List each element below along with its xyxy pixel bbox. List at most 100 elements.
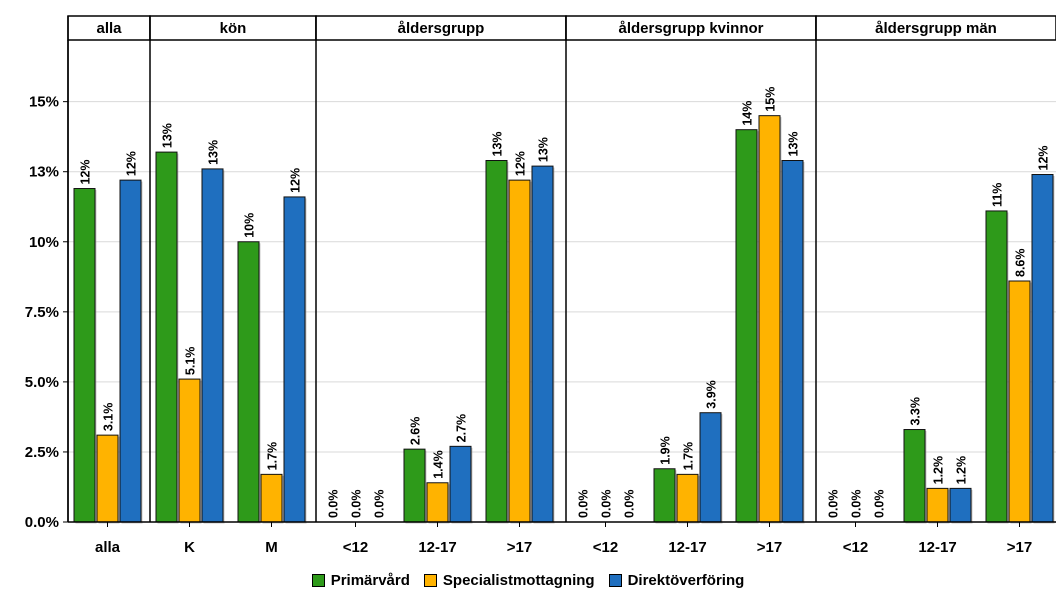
data-label: 10% <box>243 213 257 238</box>
bar <box>155 151 178 523</box>
data-label: 0.0% <box>623 490 637 519</box>
y-tick-label: 15% <box>29 94 59 111</box>
data-label: 0.0% <box>827 490 841 519</box>
data-label: 13% <box>537 137 551 162</box>
data-label: 12% <box>514 151 528 176</box>
panel-title: alla <box>96 20 122 37</box>
bar <box>96 434 119 523</box>
bar <box>758 115 781 523</box>
data-label: 1.2% <box>932 456 946 485</box>
data-label: 0.0% <box>600 490 614 519</box>
data-label: 0.0% <box>373 490 387 519</box>
x-tick-label: <12 <box>843 539 868 556</box>
legend: Primärvård Specialistmottagning Direktöver… <box>0 571 1056 590</box>
bar <box>283 196 306 523</box>
legend-swatch <box>423 574 437 587</box>
data-label: 1.9% <box>659 436 673 465</box>
data-label: 12% <box>125 151 139 176</box>
x-tick-label: <12 <box>593 539 618 556</box>
bar <box>949 487 972 523</box>
legend-item: Primärvård <box>311 571 410 590</box>
x-tick-label: >17 <box>757 539 782 556</box>
y-tick-label: 0.0% <box>25 514 59 531</box>
data-label: 13% <box>161 123 175 148</box>
bar <box>485 160 508 523</box>
data-label: 13% <box>787 131 801 156</box>
x-tick-label: >17 <box>1007 539 1032 556</box>
data-label: 15% <box>764 87 778 112</box>
bar <box>676 473 699 523</box>
data-label: 0.0% <box>350 490 364 519</box>
bar <box>926 487 949 523</box>
x-tick-label: >17 <box>507 539 532 556</box>
bar <box>73 188 96 523</box>
bar <box>735 129 758 523</box>
y-tick-label: 5.0% <box>25 374 59 391</box>
data-label: 11% <box>991 183 1005 207</box>
data-label: 1.2% <box>955 456 969 485</box>
data-label: 13% <box>491 131 505 156</box>
x-tick-label: 12-17 <box>918 539 956 556</box>
x-tick-label: 12-17 <box>418 539 456 556</box>
bar <box>903 429 926 523</box>
bar <box>985 210 1008 523</box>
legend-label: Direktöverföring <box>627 572 745 589</box>
bar <box>699 412 722 523</box>
legend-swatch <box>608 574 622 587</box>
bar <box>237 241 260 523</box>
x-tick-label: K <box>184 539 195 556</box>
data-label: 8.6% <box>1014 249 1028 278</box>
panel-title: kön <box>220 20 247 37</box>
x-tick-label: M <box>265 539 278 556</box>
data-label: 1.7% <box>682 442 696 471</box>
bar <box>508 179 531 523</box>
data-label: 12% <box>289 168 303 193</box>
legend-label: Specialistmottagning <box>442 572 595 589</box>
data-label: 14% <box>741 101 755 126</box>
legend-item: Direktöverföring <box>608 571 745 590</box>
data-label: 0.0% <box>327 490 341 519</box>
legend-swatch <box>311 574 325 587</box>
bar <box>119 179 142 523</box>
panel-title: åldersgrupp kvinnor <box>618 20 763 37</box>
data-label: 2.7% <box>455 414 469 443</box>
bar <box>781 160 804 523</box>
x-tick-label: alla <box>95 539 121 556</box>
bar <box>1008 280 1031 523</box>
panel-header <box>815 15 1056 41</box>
data-label: 0.0% <box>850 490 864 519</box>
data-label: 12% <box>79 159 93 184</box>
x-tick-label: 12-17 <box>668 539 706 556</box>
data-label: 1.7% <box>266 442 280 471</box>
data-label: 1.4% <box>432 450 446 479</box>
data-label: 2.6% <box>409 417 423 446</box>
y-tick-label: 13% <box>29 164 59 181</box>
bar <box>531 165 554 523</box>
data-label: 12% <box>1037 145 1051 170</box>
data-label: 0.0% <box>873 490 887 519</box>
bar <box>178 378 201 523</box>
bar <box>653 468 676 523</box>
data-label: 3.3% <box>909 397 923 426</box>
panel-title: åldersgrupp <box>398 20 485 37</box>
y-tick-label: 7.5% <box>25 304 59 321</box>
data-label: 5.1% <box>184 347 198 376</box>
y-tick-label: 10% <box>29 234 59 251</box>
x-tick-label: <12 <box>343 539 368 556</box>
data-label: 13% <box>207 140 221 165</box>
bar <box>260 473 283 523</box>
y-tick-label: 2.5% <box>25 444 59 461</box>
bar <box>403 448 426 523</box>
data-label: 0.0% <box>577 490 591 519</box>
legend-label: Primärvård <box>330 572 410 589</box>
bar <box>1031 174 1054 523</box>
data-label: 3.1% <box>102 403 116 432</box>
bar <box>201 168 224 523</box>
panel-header <box>565 15 817 41</box>
legend-item: Specialistmottagning <box>423 571 595 590</box>
bar <box>449 445 472 523</box>
plot-area <box>68 40 1056 522</box>
panel-title: åldersgrupp män <box>875 20 997 37</box>
bar <box>426 482 449 523</box>
